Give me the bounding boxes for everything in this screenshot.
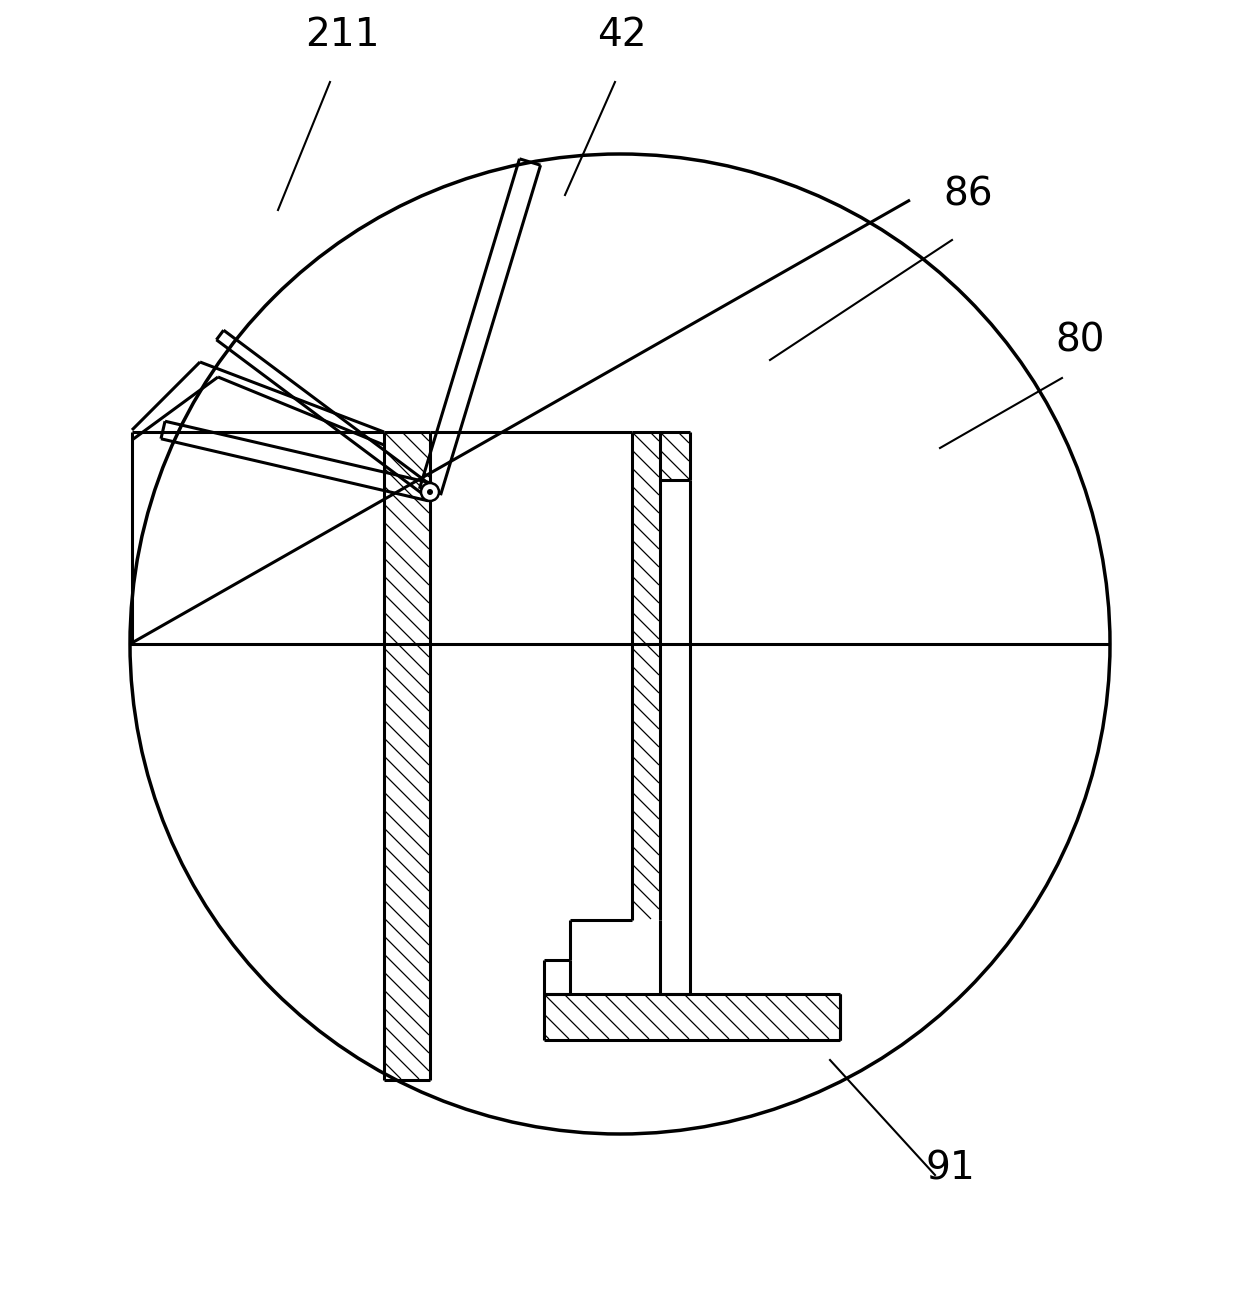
Text: 211: 211 — [305, 15, 379, 54]
Circle shape — [422, 483, 439, 501]
Text: 86: 86 — [944, 177, 993, 214]
Text: 80: 80 — [1055, 322, 1105, 360]
Text: 42: 42 — [598, 15, 647, 54]
Text: 91: 91 — [925, 1148, 975, 1187]
Circle shape — [427, 489, 433, 495]
